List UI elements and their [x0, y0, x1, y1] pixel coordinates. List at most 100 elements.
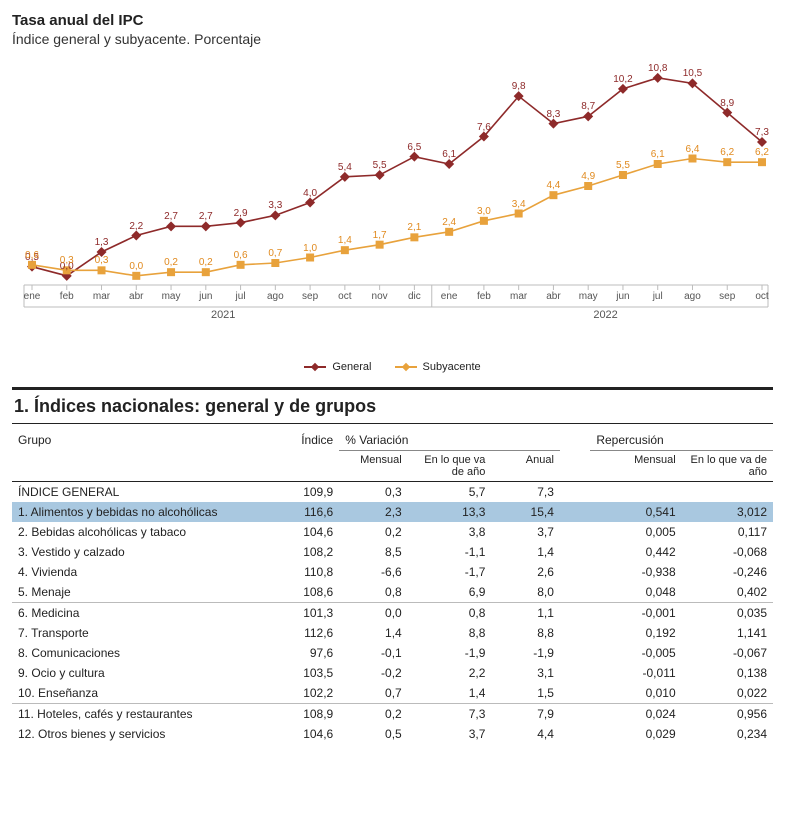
table-cell: 2,3: [339, 502, 407, 522]
x-tick-label: mar: [93, 291, 110, 302]
point-label-subyacente: 0,3: [95, 255, 109, 266]
table-cell: 1. Alimentos y bebidas no alcohólicas: [12, 502, 271, 522]
table-section-title: 1. Índices nacionales: general y de grup…: [12, 387, 773, 424]
table-cell: 0,029: [590, 724, 681, 744]
chart-region: Tasa anual del IPC Índice general y suby…: [12, 12, 773, 373]
point-label-subyacente: 6,2: [720, 147, 734, 158]
point-label-general: 10,5: [683, 68, 702, 79]
point-label-subyacente: 1,0: [303, 243, 317, 254]
point-label-general: 1,3: [95, 237, 109, 248]
chart-svg: [12, 55, 772, 355]
table-cell: [560, 482, 590, 503]
x-tick-label: oct: [338, 291, 351, 302]
table-cell: -1,9: [491, 643, 559, 663]
point-label-subyacente: 3,4: [512, 199, 526, 210]
th-mensual-v: Mensual: [339, 451, 407, 482]
legend-label-subyacente: Subyacente: [423, 361, 481, 373]
table-cell: 0,2: [339, 704, 407, 725]
table-cell: [590, 482, 681, 503]
table-cell: 0,956: [682, 704, 773, 725]
point-label-subyacente: 2,4: [442, 217, 456, 228]
x-tick-label: mar: [510, 291, 527, 302]
legend-subyacente: Subyacente: [395, 361, 481, 373]
table-cell: 8,0: [491, 582, 559, 603]
table-cell: 7. Transporte: [12, 623, 271, 643]
x-tick-label: jun: [616, 291, 629, 302]
point-label-general: 6,5: [407, 142, 421, 153]
point-label-subyacente: 4,4: [546, 180, 560, 191]
table-row: 10. Enseñanza102,20,71,41,50,0100,022: [12, 683, 773, 704]
th-repercusion: Repercusión: [590, 430, 773, 451]
table-header-row-1: Grupo Índice % Variación Repercusión: [12, 430, 773, 451]
table-cell: 0,8: [408, 603, 492, 624]
table-row: ÍNDICE GENERAL109,90,35,77,3: [12, 482, 773, 503]
point-label-general: 7,3: [755, 127, 769, 138]
x-tick-label: jul: [236, 291, 246, 302]
x-tick-label: ene: [441, 291, 458, 302]
x-tick-label: ago: [267, 291, 284, 302]
x-tick-label: feb: [477, 291, 491, 302]
x-tick-label: oct: [755, 291, 768, 302]
table-cell: [560, 582, 590, 603]
chart-title: Tasa anual del IPC: [12, 12, 773, 29]
point-label-general: 3,3: [268, 200, 282, 211]
x-tick-label: may: [579, 291, 598, 302]
table-cell: 102,2: [271, 683, 339, 704]
th-variacion: % Variación: [339, 430, 560, 451]
table-cell: [560, 542, 590, 562]
data-table: Grupo Índice % Variación Repercusión Men…: [12, 430, 773, 744]
table-cell: -1,9: [408, 643, 492, 663]
table-row: 9. Ocio y cultura103,5-0,22,23,1-0,0110,…: [12, 663, 773, 683]
th-indice: Índice: [271, 430, 339, 482]
table-cell: 108,9: [271, 704, 339, 725]
table-row: 1. Alimentos y bebidas no alcohólicas116…: [12, 502, 773, 522]
table-cell: 1,5: [491, 683, 559, 704]
table-cell: 4. Vivienda: [12, 562, 271, 582]
table-cell: 10. Enseñanza: [12, 683, 271, 704]
table-row: 5. Menaje108,60,86,98,00,0480,402: [12, 582, 773, 603]
table-cell: 9. Ocio y cultura: [12, 663, 271, 683]
table-cell: [682, 482, 773, 503]
table-cell: 12. Otros bienes y servicios: [12, 724, 271, 744]
table-cell: 112,6: [271, 623, 339, 643]
table-cell: 0,3: [339, 482, 407, 503]
table-cell: ÍNDICE GENERAL: [12, 482, 271, 503]
table-cell: 1,4: [339, 623, 407, 643]
table-cell: 8. Comunicaciones: [12, 643, 271, 663]
point-label-general: 2,7: [199, 211, 213, 222]
table-cell: 8,5: [339, 542, 407, 562]
table-row: 3. Vestido y calzado108,28,5-1,11,40,442…: [12, 542, 773, 562]
th-enloque-r: En lo que va de año: [682, 451, 773, 482]
x-tick-label: abr: [546, 291, 560, 302]
point-label-subyacente: 0,0: [129, 261, 143, 272]
table-cell: 2,6: [491, 562, 559, 582]
table-cell: 0,8: [339, 582, 407, 603]
point-label-subyacente: 0,2: [164, 257, 178, 268]
table-row: 12. Otros bienes y servicios104,60,53,74…: [12, 724, 773, 744]
x-tick-label: sep: [719, 291, 735, 302]
point-label-subyacente: 6,1: [651, 149, 665, 160]
legend-label-general: General: [332, 361, 371, 373]
table-cell: 5,7: [408, 482, 492, 503]
table-row: 8. Comunicaciones97,6-0,1-1,9-1,9-0,005-…: [12, 643, 773, 663]
table-cell: 116,6: [271, 502, 339, 522]
x-tick-label: ene: [24, 291, 41, 302]
table-cell: 3. Vestido y calzado: [12, 542, 271, 562]
point-label-subyacente: 0,2: [199, 257, 213, 268]
table-cell: 7,3: [408, 704, 492, 725]
table-cell: 0,234: [682, 724, 773, 744]
table-cell: -0,068: [682, 542, 773, 562]
x-tick-label: sep: [302, 291, 318, 302]
point-label-general: 2,2: [129, 221, 143, 232]
table-cell: 0,022: [682, 683, 773, 704]
table-body: ÍNDICE GENERAL109,90,35,77,31. Alimentos…: [12, 482, 773, 745]
table-cell: 7,3: [491, 482, 559, 503]
x-tick-label: ago: [684, 291, 701, 302]
table-cell: 0,0: [339, 603, 407, 624]
point-label-general: 10,2: [613, 74, 632, 85]
table-cell: 5. Menaje: [12, 582, 271, 603]
table-cell: 13,3: [408, 502, 492, 522]
legend-general: General: [304, 361, 371, 373]
table-cell: 6,9: [408, 582, 492, 603]
point-label-general: 2,7: [164, 211, 178, 222]
